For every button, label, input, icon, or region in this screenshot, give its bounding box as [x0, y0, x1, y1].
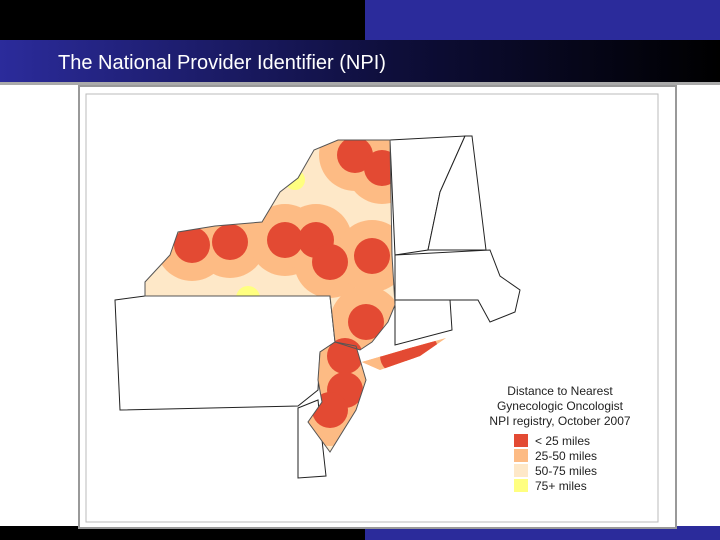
- ny-nj-outline: [144, 139, 396, 453]
- legend-swatch: [514, 464, 528, 477]
- legend-title: Gynecologic Oncologist: [497, 399, 624, 413]
- new-hampshire: [427, 135, 487, 251]
- bottom-accent: [365, 526, 720, 540]
- legend-swatch: [514, 479, 528, 492]
- neighbor-states: [114, 135, 521, 479]
- top-accent: [365, 0, 720, 40]
- bottom-bar: [0, 526, 365, 540]
- pennsylvania: [114, 295, 336, 411]
- zone-under-25: [327, 338, 363, 374]
- title-rule: [0, 82, 720, 85]
- zone-under-25: [348, 304, 384, 340]
- legend-label: 75+ miles: [535, 479, 587, 493]
- legend-title: Distance to Nearest: [507, 384, 613, 398]
- legend-swatch: [514, 434, 528, 447]
- title-bar: [0, 40, 720, 82]
- connecticut: [394, 299, 453, 346]
- zone-under-25: [174, 227, 210, 263]
- zone-under-25: [267, 222, 303, 258]
- zone-under-25: [212, 224, 248, 260]
- slide-title: The National Provider Identifier (NPI): [58, 52, 386, 74]
- zone-under-25: [337, 140, 373, 173]
- legend-label: < 25 miles: [535, 434, 590, 448]
- legend-swatch: [514, 449, 528, 462]
- zone-under-25: [312, 244, 348, 280]
- zone-under-25: [354, 238, 390, 274]
- legend-title: NPI registry, October 2007: [489, 414, 630, 428]
- legend-label: 25-50 miles: [535, 449, 597, 463]
- legend-label: 50-75 miles: [535, 464, 597, 478]
